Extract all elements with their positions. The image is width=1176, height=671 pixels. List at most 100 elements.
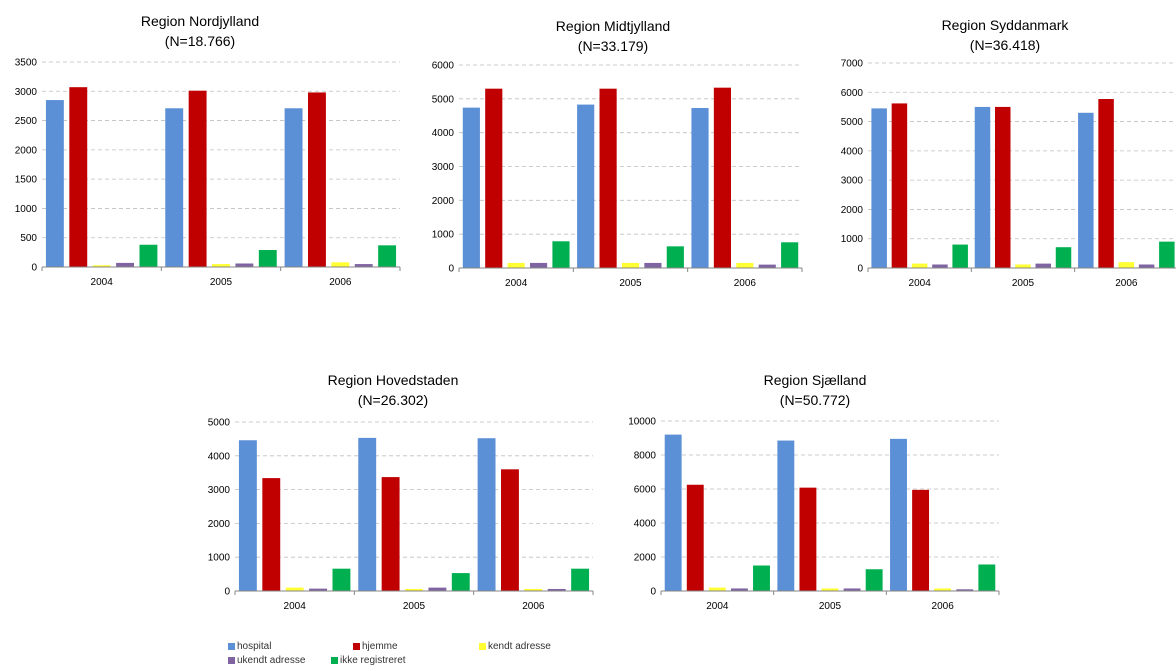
bar-hospital-2005 bbox=[974, 106, 991, 268]
legend-label-ikke-registreret: ikke registreret bbox=[340, 655, 406, 666]
bar-ukendt-adresse-2005 bbox=[428, 587, 447, 591]
bar-kendt-adresse-2004 bbox=[92, 265, 111, 267]
chart-subtitle: (N=26.302) bbox=[358, 392, 428, 408]
bar-ikke-registreret-2004 bbox=[139, 244, 158, 267]
bar-hjemme-2004 bbox=[69, 87, 88, 267]
y-tick-label: 0 bbox=[31, 263, 37, 274]
legend-label-hjemme: hjemme bbox=[362, 641, 398, 652]
bar-ikke-registreret-2006 bbox=[1159, 241, 1175, 268]
x-tick-label: 2004 bbox=[706, 601, 729, 612]
bar-hospital-2005 bbox=[358, 437, 377, 591]
legend-label-kendt-adresse: kendt adresse bbox=[488, 641, 551, 652]
bar-kendt-adresse-2004 bbox=[911, 263, 928, 268]
bar-hospital-2005 bbox=[577, 104, 595, 269]
bar-kendt-adresse-2006 bbox=[524, 588, 543, 591]
x-tick-label: 2005 bbox=[210, 277, 233, 288]
bar-kendt-adresse-2006 bbox=[331, 262, 350, 267]
y-tick-label: 0 bbox=[650, 587, 656, 598]
bar-ikke-registreret-2006 bbox=[571, 568, 590, 591]
bar-ikke-registreret-2006 bbox=[978, 564, 996, 591]
x-tick-label: 2005 bbox=[819, 601, 842, 612]
legend-swatch-hospital bbox=[228, 643, 235, 650]
bar-kendt-adresse-2006 bbox=[736, 262, 754, 268]
x-tick-label: 2004 bbox=[284, 601, 307, 612]
y-tick-label: 3000 bbox=[15, 87, 38, 98]
legend-label-ukendt-adresse: ukendt adresse bbox=[237, 655, 306, 666]
bar-hospital-2005 bbox=[777, 440, 795, 591]
legend-swatch-kendt-adresse bbox=[479, 643, 486, 650]
chart-region-hovedstaden: Region Hovedstaden (N=26.302) 0 1000 2000 300… bbox=[208, 372, 594, 612]
y-tick-label: 1500 bbox=[15, 175, 38, 186]
bar-hospital-2006 bbox=[691, 107, 709, 269]
y-tick-label: 0 bbox=[224, 587, 230, 598]
bar-hospital-2006 bbox=[1078, 112, 1094, 269]
y-tick-label: 5000 bbox=[841, 117, 864, 128]
legend: hospital hjemme kendt adresse ukendt adr… bbox=[228, 641, 648, 669]
legend-swatch-ukendt-adresse bbox=[228, 657, 235, 664]
bar-ikke-registreret-2005 bbox=[666, 246, 684, 268]
chart-subtitle: (N=50.772) bbox=[780, 392, 850, 408]
bar-hjemme-2006 bbox=[500, 469, 519, 591]
bar-hospital-2004 bbox=[45, 100, 64, 267]
bar-ikke-registreret-2004 bbox=[332, 568, 351, 591]
x-tick-label: 2005 bbox=[619, 278, 642, 289]
bar-hjemme-2004 bbox=[891, 103, 908, 269]
bar-ukendt-adresse-2004 bbox=[730, 588, 748, 591]
bar-kendt-adresse-2004 bbox=[285, 587, 304, 591]
bar-hjemme-2006 bbox=[713, 87, 731, 268]
bar-hjemme-2006 bbox=[912, 489, 930, 591]
bar-kendt-adresse-2004 bbox=[507, 262, 525, 268]
bar-hospital-2004 bbox=[664, 434, 682, 591]
chart-subtitle: (N=33.179) bbox=[578, 38, 648, 54]
legend-label-hospital: hospital bbox=[237, 641, 272, 652]
x-tick-label: 2004 bbox=[909, 278, 932, 289]
y-tick-label: 3000 bbox=[208, 485, 231, 496]
bar-ukendt-adresse-2006 bbox=[547, 588, 566, 591]
bar-ukendt-adresse-2005 bbox=[843, 588, 861, 591]
bar-hjemme-2005 bbox=[381, 477, 400, 591]
bar-hjemme-2004 bbox=[262, 478, 281, 591]
chart-subtitle: (N=36.418) bbox=[970, 37, 1040, 53]
bar-ikke-registreret-2004 bbox=[753, 565, 770, 591]
bar-hjemme-2005 bbox=[599, 88, 617, 268]
x-tick-label: 2005 bbox=[1012, 278, 1035, 289]
y-tick-label: 1000 bbox=[208, 553, 231, 564]
bar-ukendt-adresse-2004 bbox=[932, 264, 948, 268]
bar-hospital-2006 bbox=[284, 108, 303, 268]
x-tick-label: 2006 bbox=[329, 277, 352, 288]
chart-region-sj-lland: Region Sjælland (N=50.772) 0 2000 4000 6000 80… bbox=[628, 372, 1000, 612]
y-tick-label: 7000 bbox=[841, 59, 864, 70]
y-tick-label: 500 bbox=[20, 233, 37, 244]
bar-ikke-registreret-2005 bbox=[865, 569, 883, 591]
y-tick-label: 2000 bbox=[432, 196, 455, 207]
bar-hjemme-2005 bbox=[188, 90, 207, 267]
y-tick-label: 4000 bbox=[841, 146, 864, 157]
bar-hjemme-2004 bbox=[485, 88, 503, 268]
chart-title: Region Syddanmark bbox=[942, 17, 1070, 33]
bar-kendt-adresse-2006 bbox=[1118, 262, 1135, 268]
y-tick-label: 0 bbox=[448, 264, 454, 275]
x-tick-label: 2004 bbox=[505, 278, 528, 289]
y-tick-label: 5000 bbox=[432, 94, 455, 105]
y-tick-label: 6000 bbox=[634, 485, 657, 496]
y-tick-label: 3000 bbox=[432, 162, 455, 173]
bar-hjemme-2006 bbox=[1098, 99, 1114, 269]
y-tick-label: 4000 bbox=[432, 128, 455, 139]
y-tick-label: 4000 bbox=[634, 519, 657, 530]
legend-item-kendt-adresse: kendt adresse bbox=[479, 641, 551, 652]
y-tick-label: 1000 bbox=[841, 234, 864, 245]
bar-hjemme-2006 bbox=[307, 92, 326, 267]
bar-ukendt-adresse-2005 bbox=[644, 262, 662, 268]
chart-title: Region Sjælland bbox=[764, 372, 867, 388]
bar-hospital-2006 bbox=[890, 438, 907, 591]
bar-ukendt-adresse-2006 bbox=[1138, 264, 1155, 268]
bar-ukendt-adresse-2004 bbox=[309, 588, 328, 591]
y-tick-label: 2000 bbox=[208, 519, 231, 530]
chart-region-syddanmark: Region Syddanmark (N=36.418) 0 1000 2000 3000… bbox=[841, 17, 1176, 289]
bar-ukendt-adresse-2006 bbox=[354, 264, 373, 267]
legend-item-hospital: hospital bbox=[228, 641, 271, 652]
x-tick-label: 2006 bbox=[734, 278, 757, 289]
bar-ukendt-adresse-2006 bbox=[758, 264, 776, 268]
y-tick-label: 8000 bbox=[634, 451, 657, 462]
bar-ikke-registreret-2006 bbox=[781, 242, 799, 268]
